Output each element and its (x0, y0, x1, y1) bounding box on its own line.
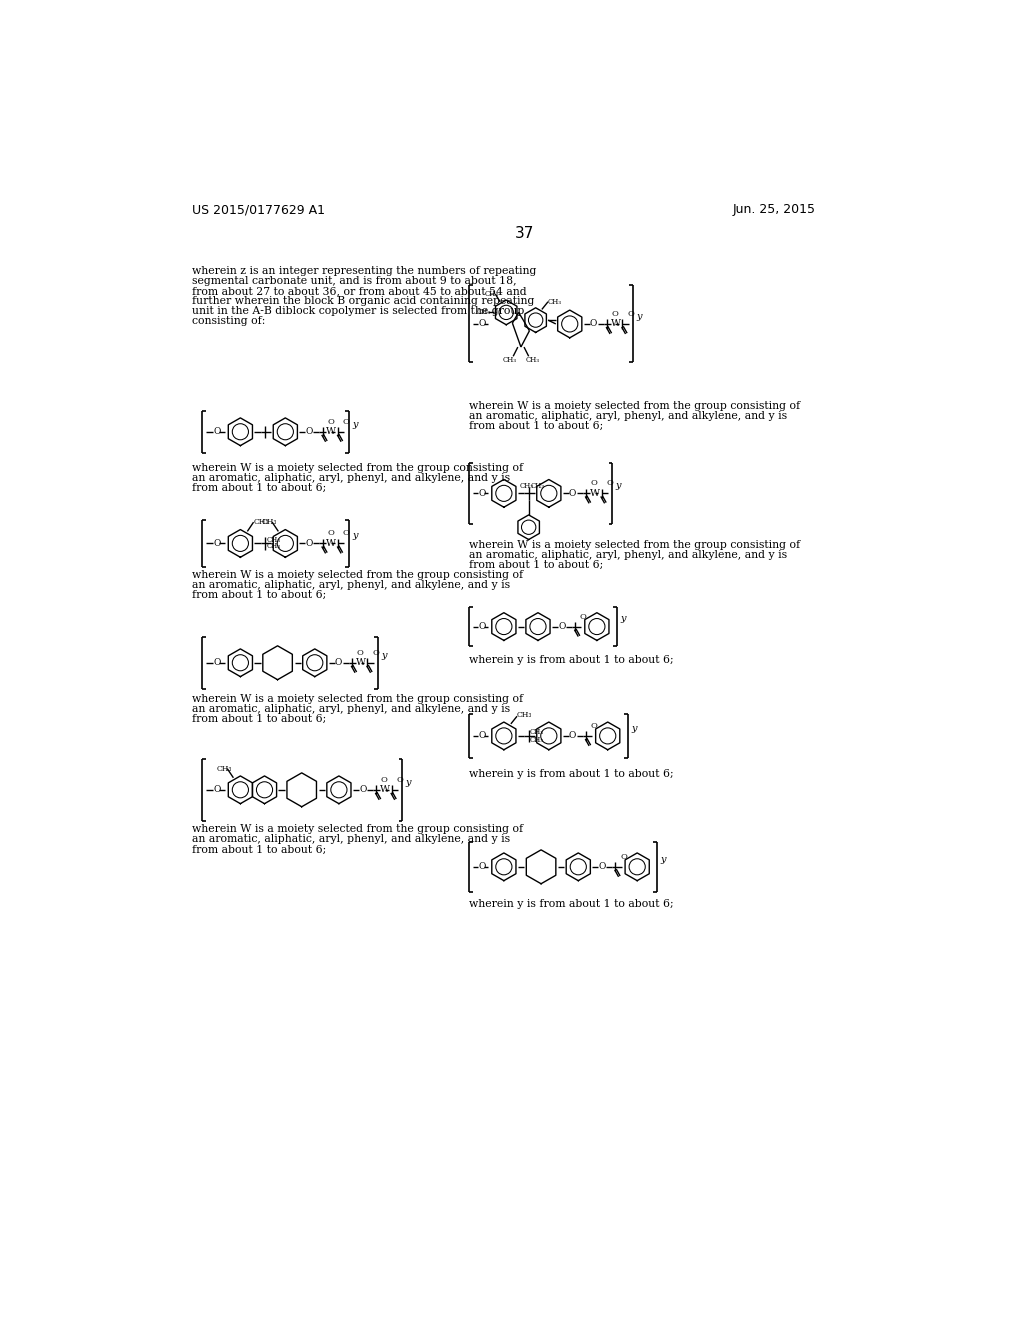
Text: O: O (335, 659, 342, 667)
Text: O: O (478, 319, 485, 329)
Text: CH₃: CH₃ (261, 519, 276, 527)
Text: from about 1 to about 6;: from about 1 to about 6; (469, 560, 603, 569)
Text: segmental carbonate unit, and is from about 9 to about 18,: segmental carbonate unit, and is from ab… (193, 276, 517, 286)
Text: wherein W is a moiety selected from the group consisting of: wherein W is a moiety selected from the … (469, 540, 800, 549)
Text: W: W (356, 659, 366, 667)
Text: O: O (381, 776, 388, 784)
Text: an aromatic, aliphatic, aryl, phenyl, and alkylene, and y is: an aromatic, aliphatic, aryl, phenyl, an… (193, 834, 510, 845)
Text: O: O (627, 310, 634, 318)
Text: CH₃: CH₃ (216, 764, 231, 772)
Text: from about 1 to about 6;: from about 1 to about 6; (193, 845, 327, 854)
Text: CH₃: CH₃ (254, 519, 269, 527)
Text: O: O (590, 319, 597, 329)
Text: 37: 37 (515, 226, 535, 240)
Text: O: O (328, 417, 334, 426)
Text: an aromatic, aliphatic, aryl, phenyl, and alkylene, and y is: an aromatic, aliphatic, aryl, phenyl, an… (193, 473, 510, 483)
Text: y: y (381, 651, 387, 660)
Text: O: O (213, 428, 220, 436)
Text: O: O (372, 648, 379, 657)
Text: W: W (590, 488, 600, 498)
Text: O: O (305, 428, 313, 436)
Text: wherein y is from about 1 to about 6;: wherein y is from about 1 to about 6; (469, 770, 674, 779)
Text: CH₃: CH₃ (266, 543, 281, 550)
Text: wherein z is an integer representing the numbers of repeating: wherein z is an integer representing the… (193, 267, 537, 276)
Text: wherein y is from about 1 to about 6;: wherein y is from about 1 to about 6; (469, 899, 674, 909)
Text: CH₃: CH₃ (484, 290, 499, 298)
Text: W: W (327, 539, 337, 548)
Text: CH₃: CH₃ (517, 710, 532, 718)
Text: O: O (569, 731, 577, 741)
Text: O: O (213, 539, 220, 548)
Text: y: y (621, 614, 626, 623)
Text: CH₃: CH₃ (529, 729, 544, 737)
Text: y: y (352, 531, 357, 540)
Text: y: y (631, 723, 637, 733)
Text: O: O (478, 862, 485, 871)
Text: O: O (591, 479, 598, 487)
Text: O: O (478, 731, 485, 741)
Text: unit in the A-B diblock copolymer is selected from the group: unit in the A-B diblock copolymer is sel… (193, 306, 524, 317)
Text: from about 27 to about 36, or from about 45 to about 54 and: from about 27 to about 36, or from about… (193, 286, 527, 296)
Text: O: O (343, 417, 349, 426)
Text: W: W (327, 428, 337, 436)
Text: consisting of:: consisting of: (193, 317, 265, 326)
Text: CH₃: CH₃ (548, 298, 562, 306)
Text: wherein W is a moiety selected from the group consisting of: wherein W is a moiety selected from the … (193, 462, 523, 473)
Text: CH₃: CH₃ (519, 482, 534, 490)
Text: O: O (611, 310, 618, 318)
Text: y: y (406, 777, 411, 787)
Text: O: O (305, 539, 313, 548)
Text: CH₃: CH₃ (477, 309, 490, 317)
Text: O: O (580, 612, 587, 620)
Text: from about 1 to about 6;: from about 1 to about 6; (193, 714, 327, 723)
Text: y: y (636, 312, 642, 321)
Text: O: O (598, 862, 606, 871)
Text: O: O (569, 488, 577, 498)
Text: from about 1 to about 6;: from about 1 to about 6; (469, 421, 603, 430)
Text: O: O (359, 785, 367, 795)
Text: CH₃: CH₃ (530, 482, 544, 490)
Text: an aromatic, aliphatic, aryl, phenyl, and alkylene, and y is: an aromatic, aliphatic, aryl, phenyl, an… (193, 581, 510, 590)
Text: O: O (213, 785, 220, 795)
Text: W: W (380, 785, 390, 795)
Text: O: O (591, 722, 598, 730)
Text: from about 1 to about 6;: from about 1 to about 6; (193, 483, 327, 492)
Text: y: y (660, 854, 666, 863)
Text: wherein y is from about 1 to about 6;: wherein y is from about 1 to about 6; (469, 655, 674, 665)
Text: O: O (343, 529, 349, 537)
Text: wherein W is a moiety selected from the group consisting of: wherein W is a moiety selected from the … (193, 570, 523, 581)
Text: W: W (611, 319, 621, 329)
Text: y: y (615, 482, 621, 490)
Text: O: O (558, 622, 565, 631)
Text: O: O (328, 529, 334, 537)
Text: CH₃: CH₃ (266, 536, 281, 544)
Text: O: O (396, 776, 403, 784)
Text: an aromatic, aliphatic, aryl, phenyl, and alkylene, and y is: an aromatic, aliphatic, aryl, phenyl, an… (469, 411, 787, 421)
Text: y: y (352, 420, 357, 429)
Text: O: O (606, 479, 613, 487)
Text: from about 1 to about 6;: from about 1 to about 6; (193, 590, 327, 601)
Text: wherein W is a moiety selected from the group consisting of: wherein W is a moiety selected from the … (193, 825, 523, 834)
Text: an aromatic, aliphatic, aryl, phenyl, and alkylene, and y is: an aromatic, aliphatic, aryl, phenyl, an… (193, 704, 510, 714)
Text: O: O (478, 488, 485, 498)
Text: Jun. 25, 2015: Jun. 25, 2015 (732, 203, 815, 216)
Text: O: O (478, 622, 485, 631)
Text: further wherein the block B organic acid containing repeating: further wherein the block B organic acid… (193, 296, 535, 306)
Text: O: O (621, 853, 627, 861)
Text: wherein W is a moiety selected from the group consisting of: wherein W is a moiety selected from the … (193, 693, 523, 704)
Text: US 2015/0177629 A1: US 2015/0177629 A1 (193, 203, 326, 216)
Text: O: O (213, 659, 220, 667)
Text: CH₃: CH₃ (529, 735, 544, 743)
Text: an aromatic, aliphatic, aryl, phenyl, and alkylene, and y is: an aromatic, aliphatic, aryl, phenyl, an… (469, 549, 787, 560)
Text: wherein W is a moiety selected from the group consisting of: wherein W is a moiety selected from the … (469, 401, 800, 411)
Text: CH₃: CH₃ (525, 356, 540, 364)
Text: O: O (356, 648, 364, 657)
Text: CH₃: CH₃ (503, 356, 516, 364)
